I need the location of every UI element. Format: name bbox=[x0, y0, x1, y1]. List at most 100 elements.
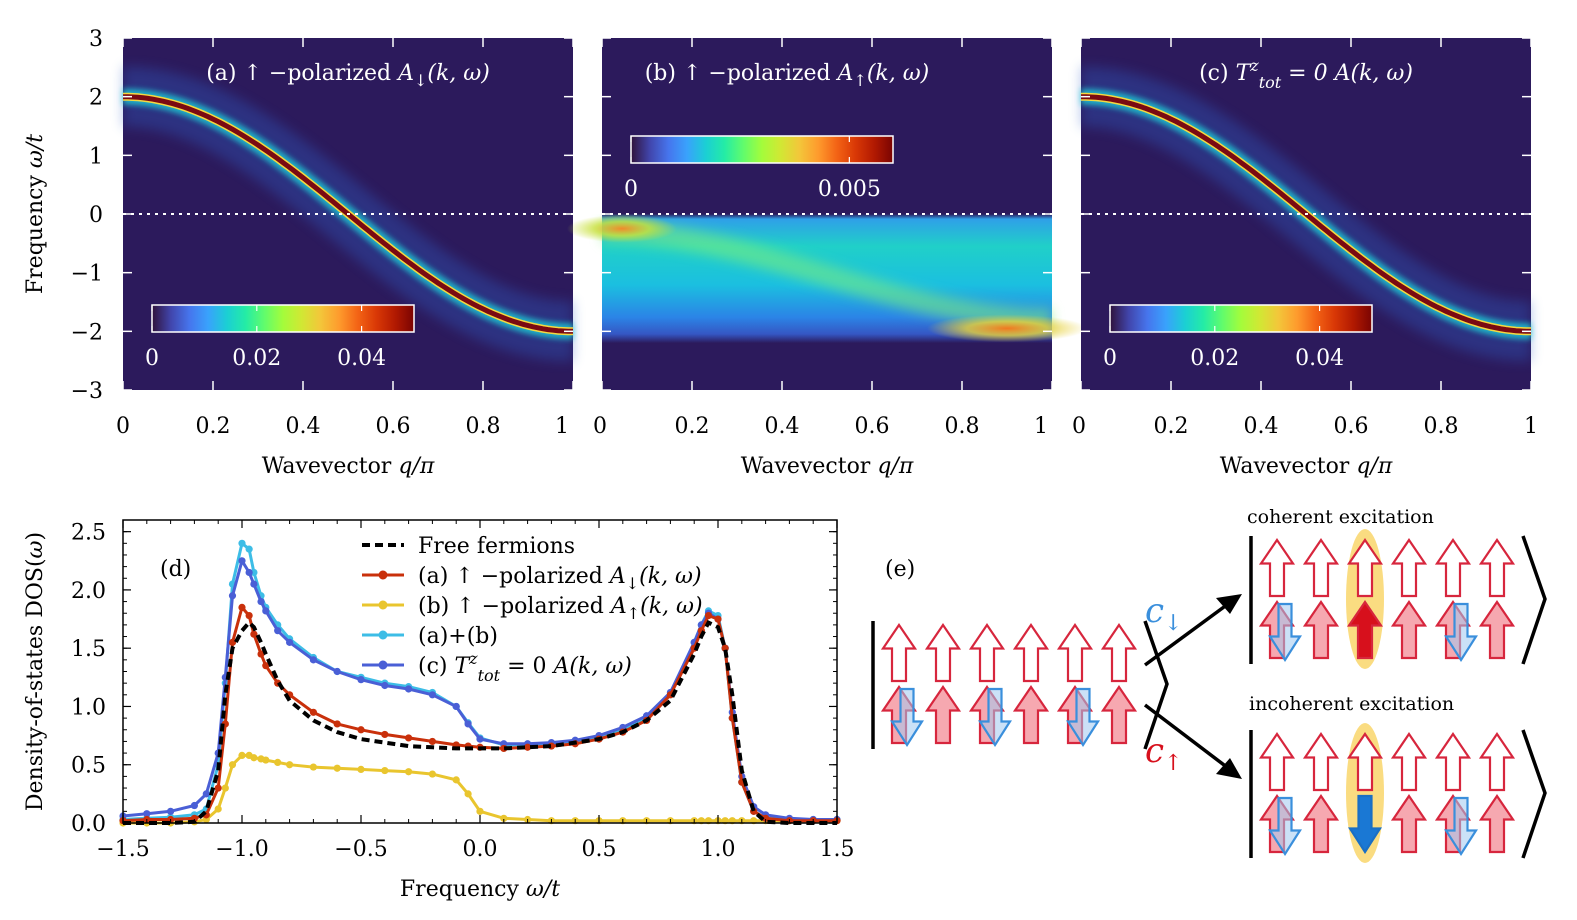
spin-down-arrow bbox=[1443, 796, 1479, 857]
text-part: A(k, ω) bbox=[552, 654, 632, 679]
data-point bbox=[309, 763, 317, 771]
x-tick-label: −0.5 bbox=[334, 837, 387, 862]
data-point bbox=[405, 768, 413, 776]
data-point bbox=[476, 735, 484, 743]
xlabel-symbol: q/π bbox=[398, 454, 434, 479]
data-point bbox=[464, 790, 472, 798]
colorbar-tick-label: 0.04 bbox=[1295, 346, 1344, 371]
data-point bbox=[228, 638, 237, 646]
text-part: T bbox=[454, 654, 471, 679]
data-point bbox=[250, 754, 258, 762]
x-tick-label: 0 bbox=[1072, 414, 1086, 439]
xlabel-symbol: ω/t bbox=[526, 877, 560, 902]
spin-up-arrow bbox=[1302, 732, 1340, 792]
y-tick-label: 0.5 bbox=[71, 754, 106, 779]
x-tick-label: 0.2 bbox=[1154, 414, 1189, 439]
spin-up-arrow bbox=[1056, 623, 1094, 683]
colorbar-tick-label: 0 bbox=[624, 177, 638, 202]
title-prefix: (c) bbox=[1199, 61, 1235, 86]
y-tick-label: −1 bbox=[71, 262, 103, 287]
data-point bbox=[250, 630, 258, 638]
x-tick-label: 0.0 bbox=[463, 837, 498, 862]
data-point bbox=[500, 814, 508, 822]
text-part: A bbox=[608, 564, 626, 589]
ket-bracket bbox=[1521, 535, 1547, 665]
data-point bbox=[238, 603, 246, 612]
spin-up-solid-arrow bbox=[1346, 600, 1384, 660]
colorbar-tick-label: 0.005 bbox=[818, 177, 881, 202]
text-part: A bbox=[609, 594, 627, 619]
title-subscript: ↓ bbox=[414, 71, 427, 90]
x-tick-label: 1 bbox=[1034, 414, 1048, 439]
data-point bbox=[214, 784, 222, 792]
data-point bbox=[405, 734, 413, 742]
spin-up-arrow bbox=[1478, 732, 1516, 792]
data-point bbox=[357, 765, 365, 773]
spin-up-pink-arrow bbox=[1390, 794, 1428, 854]
y-tick-label: 3 bbox=[89, 27, 103, 52]
title-symbol: T bbox=[1236, 61, 1253, 86]
operator-c-up: c↑ bbox=[1145, 731, 1182, 776]
title-superscript: z bbox=[1249, 56, 1259, 75]
y-tick-label: −3 bbox=[71, 379, 103, 404]
spin-down-arrow bbox=[889, 687, 925, 748]
colorbar-tick-label: 0.02 bbox=[1190, 346, 1239, 371]
colorbar-tick-label: 0.02 bbox=[232, 346, 281, 371]
x-tick-label: 1 bbox=[1524, 414, 1538, 439]
spin-up-pink-arrow bbox=[1302, 600, 1340, 660]
spin-up-pink-arrow bbox=[1100, 685, 1138, 745]
text-part: (c) bbox=[418, 654, 454, 679]
ylabel-symbol: ω bbox=[23, 540, 48, 558]
x-tick-label: 0.6 bbox=[855, 414, 890, 439]
spin-up-arrow bbox=[924, 623, 962, 683]
x-axis-label: Wavevector q/π bbox=[1220, 454, 1393, 479]
spin-up-arrow bbox=[1390, 538, 1428, 598]
y-axis-label: Frequency ω/t bbox=[23, 134, 48, 294]
y-tick-label: 0.0 bbox=[71, 812, 106, 837]
title-args: = 0 A(k, ω) bbox=[1281, 61, 1413, 86]
free-fermions-line bbox=[123, 619, 837, 825]
panel-label: (e) bbox=[885, 557, 915, 582]
title-subscript: ↑ bbox=[853, 71, 866, 90]
x-tick-label: 0.4 bbox=[765, 414, 800, 439]
data-point bbox=[274, 758, 282, 767]
spin-chain-state bbox=[871, 620, 1169, 750]
x-tick-label: 0.4 bbox=[1244, 414, 1279, 439]
x-axis-label: Wavevector q/π bbox=[741, 454, 914, 479]
spin-down-arrow bbox=[1443, 602, 1479, 663]
xlabel-symbol: q/π bbox=[1356, 454, 1392, 479]
data-point bbox=[309, 708, 317, 716]
data-point bbox=[238, 539, 246, 547]
spin-up-arrow bbox=[1478, 538, 1516, 598]
title-symbol: A bbox=[396, 61, 414, 86]
text-part: (b) ↑ −polarized bbox=[418, 594, 611, 619]
colorbar bbox=[1109, 304, 1373, 333]
data-point bbox=[476, 807, 484, 815]
text-part: (k, ω) bbox=[639, 564, 701, 589]
data-point bbox=[214, 805, 222, 813]
data-point bbox=[428, 691, 436, 699]
spin-up-arrow bbox=[1346, 732, 1384, 792]
legend-marker bbox=[378, 630, 388, 640]
transition-arrowhead-up bbox=[1216, 594, 1242, 614]
y-tick-label: −2 bbox=[71, 320, 103, 345]
continuum-hotspot-right bbox=[927, 314, 1087, 343]
spin-up-arrow bbox=[1012, 623, 1050, 683]
data-point bbox=[762, 814, 770, 822]
y-axis-label: Density-of-states DOS(ω) bbox=[23, 532, 48, 811]
data-point bbox=[428, 737, 436, 746]
data-point bbox=[262, 607, 270, 615]
xlabel-text: Frequency bbox=[400, 877, 526, 902]
legend: Free fermions(a) ↑ −polarized A↓(k, ω)(b… bbox=[362, 534, 703, 685]
title-args: (k, ω) bbox=[427, 61, 489, 86]
data-point bbox=[428, 770, 436, 778]
panel-title: (a) ↑ −polarized A↓(k, ω) bbox=[206, 61, 490, 90]
x-tick-label: 0.4 bbox=[286, 414, 321, 439]
data-point bbox=[333, 764, 341, 772]
text-part: (k, ω) bbox=[640, 594, 702, 619]
title-prefix: (b) ↑ −polarized bbox=[645, 61, 838, 86]
data-point bbox=[704, 611, 713, 620]
transition-arrowhead-down bbox=[1216, 758, 1242, 779]
colorbar-tick-label: 0 bbox=[145, 346, 159, 371]
incoherent-label: incoherent excitation bbox=[1249, 693, 1454, 715]
